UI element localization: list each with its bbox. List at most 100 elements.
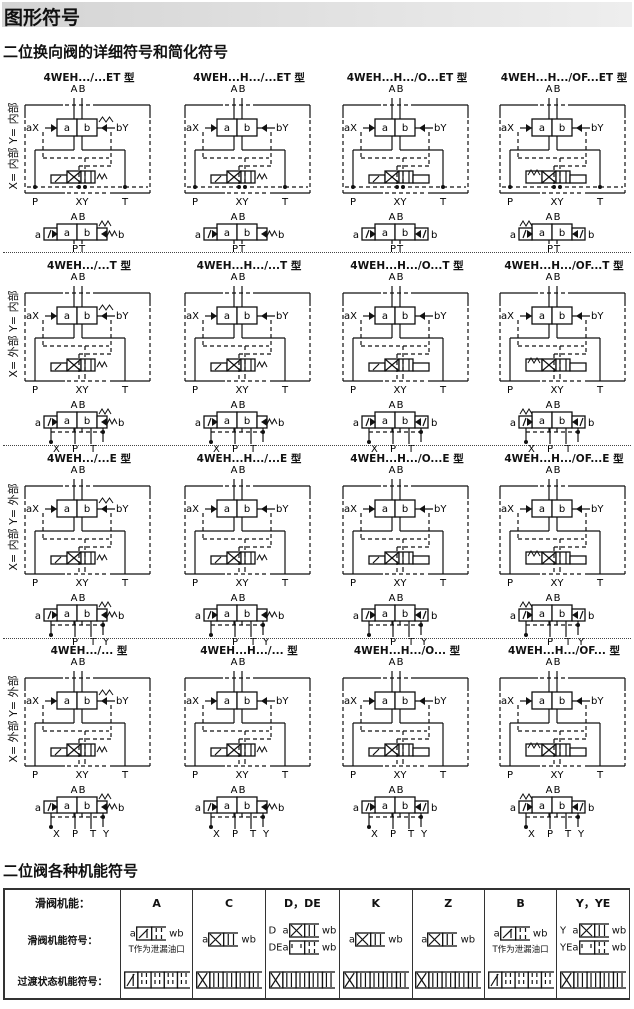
junction-dot <box>367 440 371 444</box>
pilot-arrow-icon <box>370 611 376 619</box>
actuator-label-a: a <box>510 418 516 429</box>
junction-dot <box>261 430 265 434</box>
actuator-label-b: b <box>431 230 437 241</box>
pilot-port-ax: aX <box>186 311 199 322</box>
pilot-arrow-icon <box>211 697 217 705</box>
valve-label-b: b <box>559 416 565 427</box>
solenoid <box>210 174 228 184</box>
pilot-label-b: b <box>84 311 90 322</box>
symbol-cell <box>248 971 264 989</box>
port-label-b: B <box>397 593 404 604</box>
valve-label-a: a <box>382 801 388 812</box>
symbol-cell <box>303 923 321 938</box>
main-spring-box <box>525 170 543 184</box>
pilot-label-a: a <box>539 311 545 322</box>
valve-label-b: b <box>84 228 90 239</box>
pilot-label-b: b <box>402 504 408 515</box>
valve-symbol: A Ba baX bYP XY TA Ba ba bX P T <box>342 272 469 455</box>
function-symbol <box>288 940 320 955</box>
function-symbol <box>578 923 610 938</box>
transition-symbol-cell <box>119 962 194 1000</box>
pilot-arrow-icon <box>211 505 217 513</box>
port-label-b: B <box>554 84 561 95</box>
valve-symbol: A Ba baX bYP XY TA Ba ba bP T Y <box>499 465 626 648</box>
spring-icon <box>256 553 268 562</box>
pilot-label-a: a <box>382 696 388 707</box>
function-symbol <box>135 925 168 941</box>
port-label-p: P <box>192 578 198 589</box>
function-symbol <box>578 940 610 955</box>
line <box>207 802 212 812</box>
symbol-cell <box>540 971 555 989</box>
symbol-suffix: b <box>330 942 337 954</box>
port-label-b: B <box>397 84 404 95</box>
valve-type-title: 4WEH...H.../OF...E 型 <box>504 453 624 465</box>
pilot-arrow-icon <box>572 803 578 811</box>
symbol-cell <box>223 931 240 947</box>
port-label-b: B <box>239 84 246 95</box>
valve-label-a: a <box>64 609 70 620</box>
main-valve-parallel <box>398 743 414 757</box>
valve-label-a: a <box>539 228 545 239</box>
valve-label-b: b <box>244 609 250 620</box>
symbol-cell <box>468 971 483 989</box>
symbol-prefix: YEa <box>559 942 579 954</box>
line <box>47 417 52 427</box>
pilot-arrow-icon <box>370 230 376 238</box>
symbol-cell <box>282 971 298 989</box>
line <box>522 417 527 427</box>
actuator-label-a: a <box>35 418 41 429</box>
port-label-t: T <box>281 578 289 589</box>
simplified-port-p: P <box>72 829 78 840</box>
pilot-port-by: bY <box>434 123 447 134</box>
pilot-arrow-icon <box>101 230 107 238</box>
actuator-label-b: b <box>118 418 124 429</box>
line <box>365 229 370 239</box>
port-label-p: P <box>32 770 38 781</box>
valve-symbol: A Ba baX bYP XY TA Ba ba bX P T <box>24 272 151 455</box>
valve-symbol: A Ba baX bYP XY TA Ba ba bX P T <box>184 272 311 455</box>
simplified-port-t: T <box>249 829 257 840</box>
junction-dot <box>209 440 213 444</box>
actuator-label-a: a <box>353 230 359 241</box>
junction-dot <box>552 185 556 189</box>
divider <box>3 252 631 253</box>
pilot-arrow-icon <box>572 418 578 426</box>
line <box>270 972 282 988</box>
function-symbol <box>415 971 483 989</box>
simplified-port-y: Y <box>102 829 110 840</box>
port-label-xy: XY <box>236 385 250 396</box>
port-label-b: B <box>239 785 246 796</box>
pilot-arrow-icon <box>211 312 217 320</box>
simplified-port-t: T <box>564 444 572 455</box>
line <box>579 229 584 239</box>
valve-label-b: b <box>402 609 408 620</box>
solenoid <box>50 747 68 757</box>
pilot-port-by: bY <box>116 123 129 134</box>
junction-dot <box>33 185 37 189</box>
port-label-b: B <box>397 465 404 476</box>
solenoid <box>50 362 68 372</box>
valve-label-b: b <box>559 801 565 812</box>
actuator-label-b: b <box>431 803 437 814</box>
simplified-port-x: X <box>53 829 60 840</box>
junction-dot <box>395 185 399 189</box>
valve-label-b: b <box>559 609 565 620</box>
spring-icon <box>106 229 118 238</box>
port-label-t: T <box>121 578 129 589</box>
valve-symbol: A Ba baX bYP XY TA Ba ba bP T Y <box>24 465 151 648</box>
pilot-arrow-icon <box>526 312 532 320</box>
actuator-label-a: a <box>353 803 359 814</box>
solenoid <box>50 174 68 184</box>
spring-icon <box>96 553 108 562</box>
line <box>561 972 572 988</box>
line <box>54 748 62 756</box>
line <box>214 363 222 371</box>
solenoid <box>569 362 587 372</box>
port-label-xy: XY <box>76 578 90 589</box>
line <box>428 933 441 945</box>
valve-label-a: a <box>539 416 545 427</box>
line <box>579 417 584 427</box>
junction-dot <box>101 623 105 627</box>
simplified-port-p: P <box>232 637 238 648</box>
